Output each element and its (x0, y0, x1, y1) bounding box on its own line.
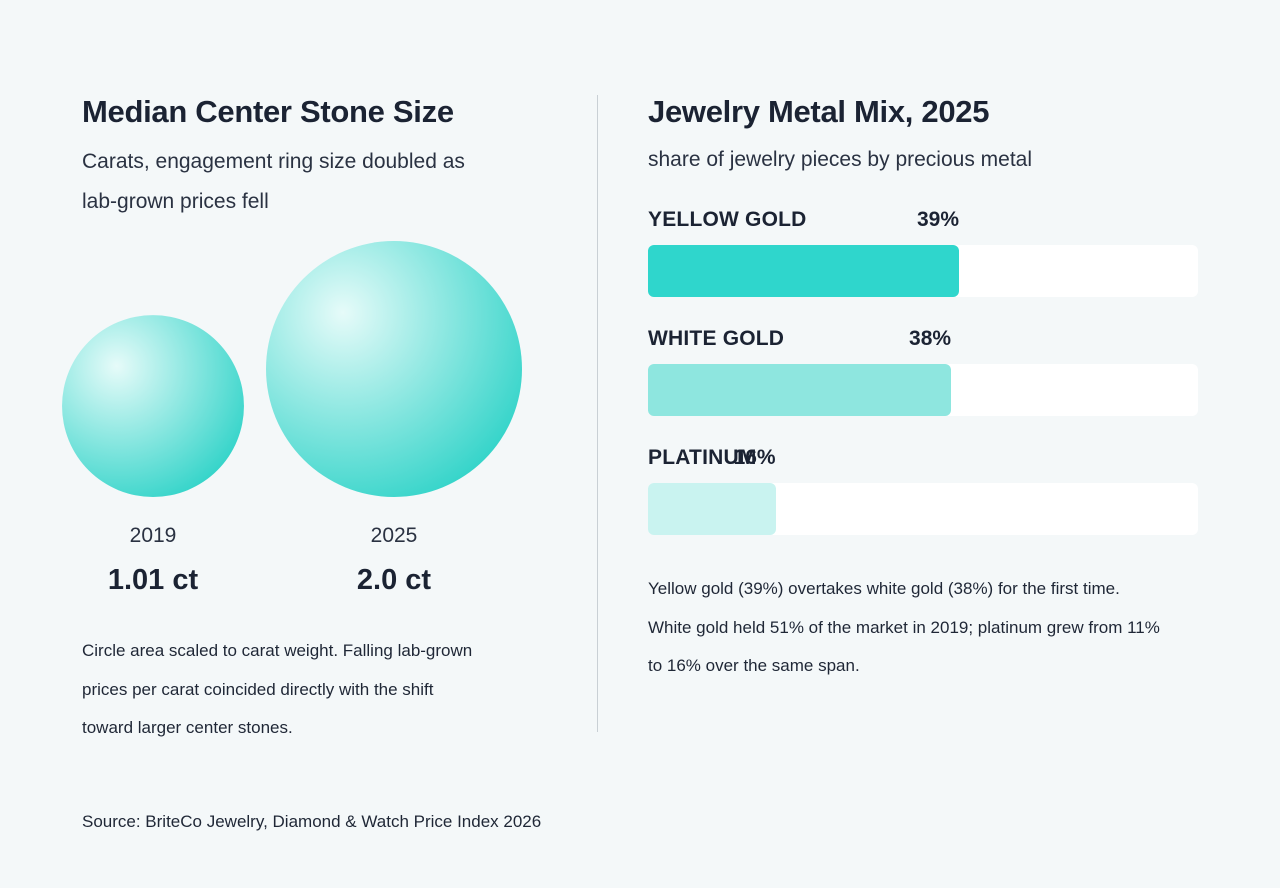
stone-circle-2019 (62, 315, 244, 497)
metal-mix-note-line-3: to 16% over the same span. (648, 656, 860, 675)
stone-circle-2025 (266, 241, 522, 497)
bar-label-yellow-gold: YELLOW GOLD (648, 208, 807, 231)
bar-value-white-gold: 38% (909, 327, 952, 350)
stone-size-panel: Median Center Stone Size Carats, engagem… (82, 92, 552, 222)
stone-year-label-2019: 2019 (129, 524, 177, 547)
bar-label-platinum: PLATINUM (648, 446, 757, 469)
stone-year-label-2025: 2025 (370, 524, 418, 547)
bar-value-yellow-gold: 39% (917, 208, 960, 231)
stone-value-label-2025: 2.0 ct (356, 564, 432, 596)
bar-fill-yellow-gold (648, 245, 959, 297)
source-footnote: Source: BriteCo Jewelry, Diamond & Watch… (82, 812, 542, 831)
panel-divider (597, 95, 598, 732)
bar-track-platinum (648, 483, 1198, 535)
stone-value-label-2019: 1.01 ct (107, 564, 199, 596)
bar-fill-white-gold (648, 364, 952, 416)
stone-size-note-line-2: prices per carat coincided directly with… (82, 679, 434, 699)
stone-size-note-line-3: toward larger center stones. (82, 718, 293, 737)
bar-row-yellow-gold: YELLOW GOLD 39% (648, 200, 1198, 300)
metal-mix-note-line-1: Yellow gold (39%) overtakes white gold (… (648, 579, 1120, 598)
stone-size-note-line-1: Circle area scaled to carat weight. Fall… (82, 641, 473, 660)
bar-track-white-gold (648, 364, 1198, 416)
metal-mix-note-line-2: White gold held 51% of the market in 201… (648, 617, 1160, 637)
stone-size-subtitle: Carats, engagement ring size doubled as … (82, 142, 552, 222)
metal-mix-subtitle: share of jewelry pieces by precious meta… (648, 148, 1033, 171)
stone-size-bubble-chart (62, 241, 522, 497)
bar-row-platinum: PLATINUM 16% (648, 438, 1198, 538)
stone-size-subtitle-line-1: Carats, engagement ring size doubled as (82, 150, 465, 173)
metal-mix-note: Yellow gold (39%) overtakes white gold (… (648, 570, 1208, 686)
bar-row-white-gold: WHITE GOLD 38% (648, 319, 1198, 419)
bar-value-platinum: 16% (733, 446, 776, 469)
stone-size-title: Median Center Stone Size (82, 94, 454, 129)
stone-size-subtitle-line-2: lab-grown prices fell (82, 190, 269, 213)
metal-mix-panel: Jewelry Metal Mix, 2025 share of jewelry… (648, 92, 1200, 180)
bar-track-yellow-gold (648, 245, 1198, 297)
bar-label-white-gold: WHITE GOLD (648, 327, 785, 350)
stone-size-note: Circle area scaled to carat weight. Fall… (82, 632, 542, 748)
metal-mix-title: Jewelry Metal Mix, 2025 (648, 94, 990, 129)
bar-fill-platinum (648, 483, 776, 535)
